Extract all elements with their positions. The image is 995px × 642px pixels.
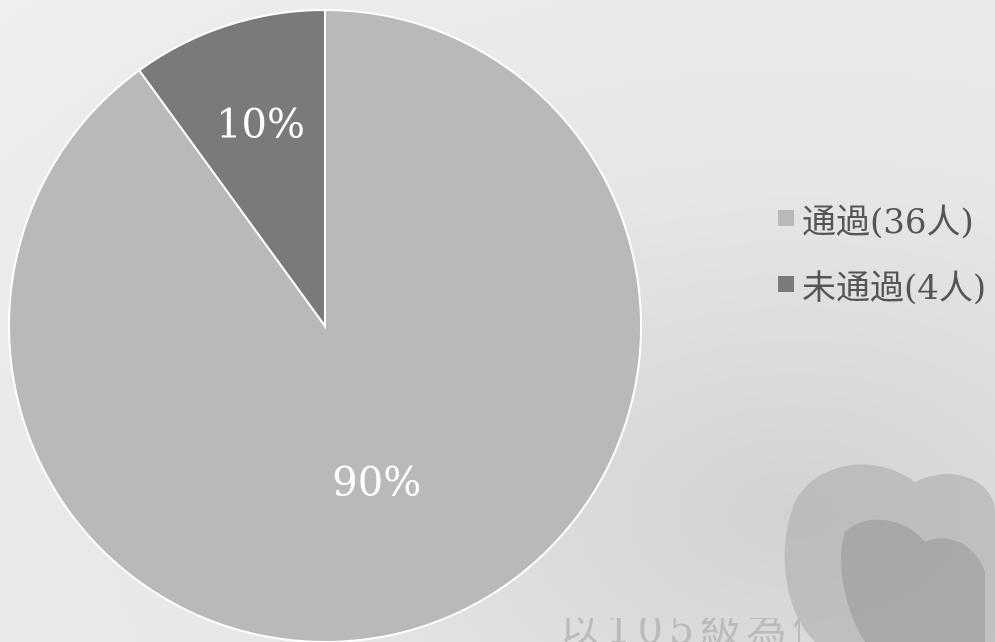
tree-decoration-image (784, 464, 995, 642)
pie-percent-label-failed: 10% (216, 102, 305, 148)
legend-label-failed: 未通過(4人) (802, 267, 987, 308)
footer-caption: 以105級為例 (560, 618, 800, 642)
legend-item-passed: 通過(36人) (778, 196, 986, 242)
pie-slice-failed (137, 8, 326, 330)
legend-item-failed: 未通過(4人) (778, 262, 987, 308)
legend-swatch-passed (778, 210, 794, 226)
legend-label-passed: 通過(36人) (802, 201, 974, 242)
legend-swatch-failed (778, 276, 794, 292)
legend: 通過(36人) 未通過(4人) (778, 196, 986, 328)
pie-percent-label-passed: 90% (332, 459, 421, 505)
